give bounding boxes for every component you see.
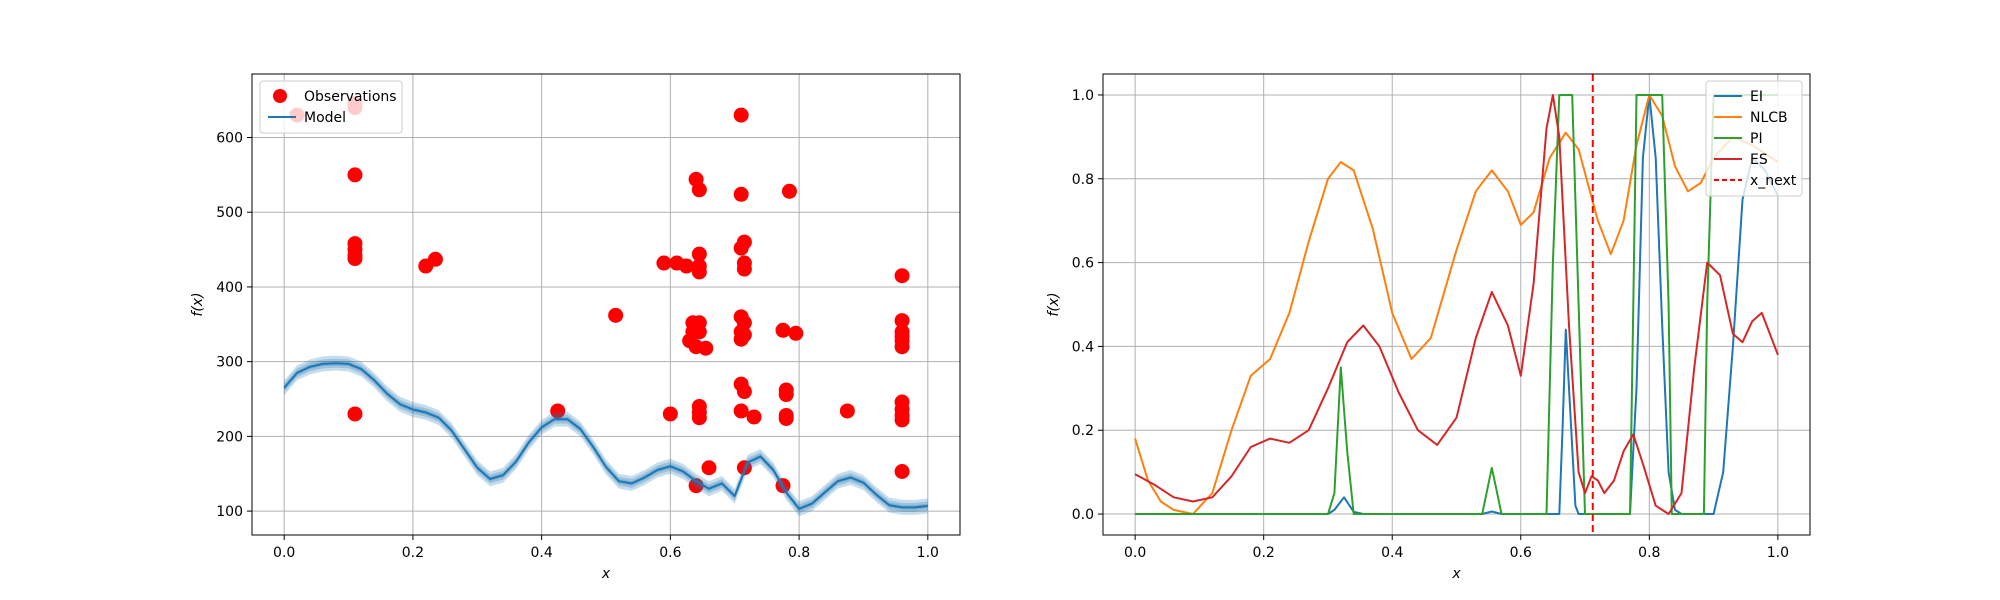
y-axis-label: f(x) xyxy=(1046,292,1062,316)
axes-frame xyxy=(1102,73,1811,536)
y-tick-label: 400 xyxy=(216,280,243,296)
legend-box xyxy=(259,80,403,134)
x-tick-label: 1.0 xyxy=(1767,545,1789,561)
legend-label: Observations xyxy=(304,89,397,105)
y-tick-label: 0.8 xyxy=(1072,172,1094,188)
y-tick-label: 0.2 xyxy=(1072,423,1094,439)
x-tick-label: 0.4 xyxy=(531,545,553,561)
observation-point xyxy=(781,183,797,199)
legend: EI NLCB PI ES x_next xyxy=(1705,80,1803,197)
observation-point xyxy=(736,234,752,250)
observation-point xyxy=(733,403,749,419)
observation-point xyxy=(736,384,752,400)
observation-point xyxy=(688,478,704,494)
observation-point xyxy=(778,410,794,426)
observation-point xyxy=(894,339,910,355)
legend-label: Model xyxy=(304,110,346,126)
observation-point xyxy=(608,307,624,323)
legend-label: EI xyxy=(1750,89,1763,105)
y-axis-label: f(x) xyxy=(190,292,206,316)
observation-point xyxy=(733,107,749,123)
series-line-nlcb xyxy=(1134,94,1779,515)
y-tick-label: 100 xyxy=(216,504,243,520)
observation-point xyxy=(691,246,707,262)
observation-point xyxy=(736,261,752,277)
observation-point xyxy=(691,410,707,426)
observation-point xyxy=(788,325,804,341)
series-line-ei xyxy=(1135,94,1779,515)
observation-point xyxy=(778,387,794,403)
legend: Observations Model xyxy=(259,80,403,134)
observation-point xyxy=(678,258,694,274)
observation-point xyxy=(550,403,566,419)
legend-label: ES xyxy=(1750,152,1768,168)
observation-point xyxy=(894,313,910,329)
observation-point xyxy=(839,403,855,419)
y-tick-label: 0.4 xyxy=(1072,339,1094,355)
series-line-es xyxy=(1134,94,1779,515)
legend-label: PI xyxy=(1750,131,1763,147)
observation-point xyxy=(347,251,363,267)
observation-point xyxy=(427,251,443,267)
y-tick-label: 600 xyxy=(216,131,243,147)
plot-area xyxy=(283,96,928,517)
observation-point xyxy=(894,268,910,284)
y-tick-label: 500 xyxy=(216,205,243,221)
observation-point xyxy=(736,460,752,476)
y-tick-label: 0.0 xyxy=(1072,507,1094,523)
x-axis-label: x xyxy=(601,566,611,582)
x-tick-label: 1.0 xyxy=(917,545,939,561)
observation-point xyxy=(656,255,672,271)
plot-area xyxy=(1134,74,1779,535)
observation-point xyxy=(691,324,707,340)
series-line-pi xyxy=(1135,94,1778,515)
observation-point xyxy=(894,463,910,479)
chart-panel-2: 0.0 0.2 0.4 0.6 0.8 1.0 0.0 0.2 0.4 0.6 0.8 1.0 x f(x… xyxy=(1046,73,1811,582)
series-line-model xyxy=(283,362,928,510)
y-tick-label: 200 xyxy=(216,429,243,445)
x-tick-label: 0.2 xyxy=(1253,545,1275,561)
axes-frame xyxy=(251,73,961,536)
observation-point xyxy=(733,186,749,202)
observation-point xyxy=(691,264,707,280)
observation-point xyxy=(775,322,791,338)
legend-marker xyxy=(273,89,287,103)
x-tick-label: 0.4 xyxy=(1381,545,1403,561)
x-axis-label: x xyxy=(1451,566,1461,582)
x-tick-label: 0.6 xyxy=(659,545,681,561)
legend-box xyxy=(1705,80,1803,197)
x-tick-label: 0.6 xyxy=(1510,545,1532,561)
observation-point xyxy=(894,412,910,428)
x-tick-label: 0.0 xyxy=(1124,545,1146,561)
observation-point xyxy=(746,409,762,425)
legend-label: NLCB xyxy=(1750,110,1788,126)
y-tick-label: 0.6 xyxy=(1072,256,1094,272)
y-tick-label: 300 xyxy=(216,355,243,371)
observation-point xyxy=(347,167,363,183)
legend-label: x_next xyxy=(1750,173,1797,189)
observation-point xyxy=(701,460,717,476)
x-tick-label: 0.0 xyxy=(273,545,295,561)
x-tick-label: 0.8 xyxy=(1638,545,1660,561)
y-tick-label: 1.0 xyxy=(1072,88,1094,104)
observation-point xyxy=(698,340,714,356)
observation-point xyxy=(691,182,707,198)
x-tick-label: 0.8 xyxy=(788,545,810,561)
observation-point xyxy=(347,406,363,422)
observation-point xyxy=(662,406,678,422)
x-tick-label: 0.2 xyxy=(402,545,424,561)
observation-point xyxy=(736,327,752,343)
chart-panel-1: 0.0 0.2 0.4 0.6 0.8 1.0 100 200 300 400 500 600 x f(x… xyxy=(190,73,961,582)
